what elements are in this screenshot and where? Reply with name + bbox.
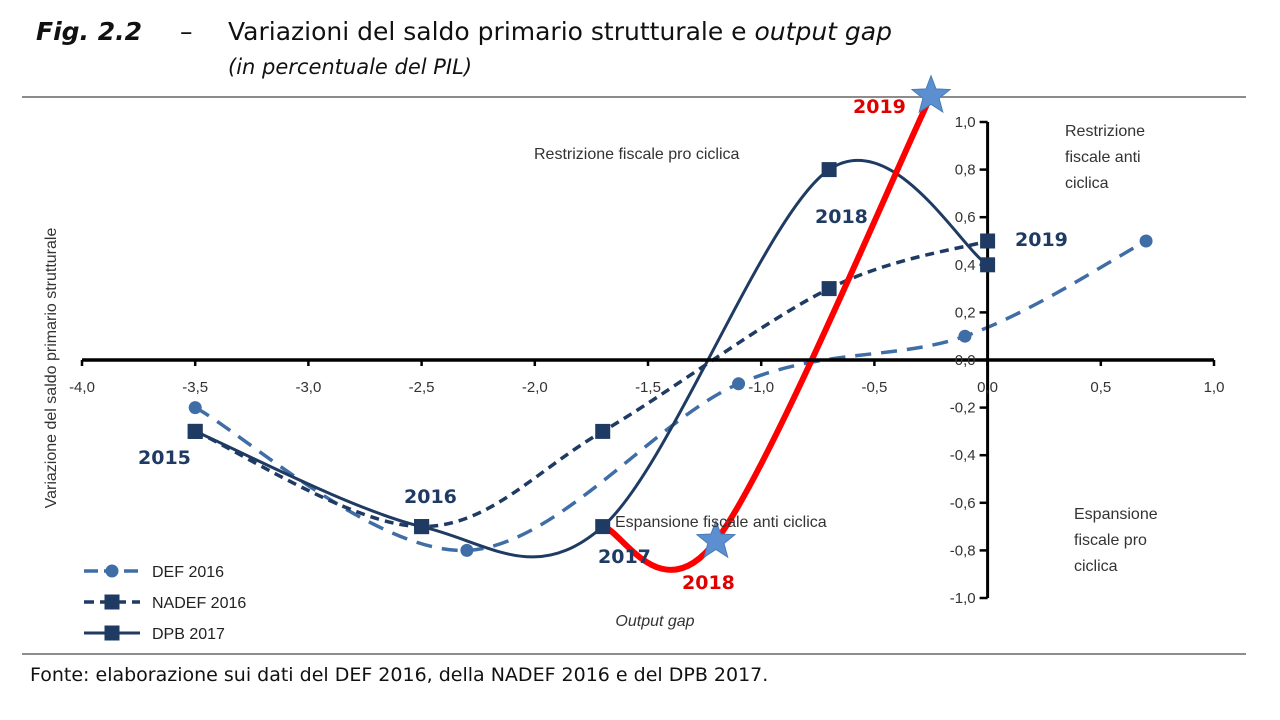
labels-layer: Variazione del saldo primario struttural… [43,96,1162,630]
legend: DEF 2016 NADEF 2016 DPB 2017 [84,564,246,643]
year-label-2019: 2019 [1015,229,1068,251]
series-line-dpb-2017 [194,159,989,559]
y-tick-label: 0,8 [955,162,976,179]
year-label-2016: 2016 [404,486,457,508]
x-tick-label: -4,0 [69,379,95,396]
quadrant-label-bottom-right-line1: Espansione [1074,506,1158,523]
quadrant-label-bottom-right-line2: fiscale pro [1074,532,1147,549]
top-rule [22,96,1246,98]
quadrant-label-top-right-line1: Restrizione [1065,123,1145,140]
y-tick-label: -0,6 [950,495,976,512]
year-label-2018: 2018 [815,206,868,228]
y-tick-label: -0,2 [950,400,976,417]
figure-subtitle: (in percentuale del PIL) [228,55,473,79]
data-point-nadef-2016 [980,233,996,249]
x-tick-label: -0,5 [861,379,887,396]
x-tick-label: -1,5 [635,379,661,396]
x-axis-title: Output gap [615,613,694,630]
data-point-dpb-2017 [595,519,611,535]
data-point-nadef-2016 [595,423,611,439]
source-note: Fonte: elaborazione sui dati del DEF 201… [30,664,769,686]
data-point-nadef-2016 [821,281,837,297]
quadrant-label-bottom-right-line3: ciclica [1074,558,1118,575]
x-tick-label: 0,0 [977,379,998,396]
y-tick-label: -1,0 [950,590,976,607]
data-point-def-2016 [958,329,972,343]
data-point-dpb-2017 [187,423,203,439]
x-tick-label: -3,5 [182,379,208,396]
legend-label-def-2016: DEF 2016 [152,564,224,581]
figure-title-italic: output gap [754,17,892,46]
figure-title-main: Variazioni del saldo primario struttural… [228,17,755,46]
data-point-def-2016 [460,543,474,557]
legend-marker-nadef-2016 [104,594,120,610]
legend-label-nadef-2016: NADEF 2016 [152,595,246,612]
year-label-2015: 2015 [138,447,191,469]
quadrant-label-bottom-right: Espansione fiscale pro ciclica [1074,506,1162,575]
y-tick-label: -0,8 [950,542,976,559]
data-point-def-2016 [732,377,746,391]
y-tick-label: 0,2 [955,304,976,321]
quadrant-label-top-right-line2: fiscale anti [1065,149,1141,166]
quadrant-label-bottom-left: Espansione fiscale anti ciclica [615,514,827,531]
star-marker-annotazione-rosso [910,74,952,114]
data-point-def-2016 [1139,234,1153,248]
series-line-annotazione-rosso [599,92,934,573]
quadrant-label-top-right-line3: ciclica [1065,175,1109,192]
star-marker-annotazione-rosso [695,519,737,559]
figure-label: Fig. 2.2 [36,17,143,46]
y-tick-label: 0,4 [955,257,976,274]
axes-layer: -4,0 -3,5 -3,0 -2,5 -2,0 -1,5 -1,0 -0,5 0,0 0,5 1,… [69,114,1224,607]
x-tick-label: -2,5 [409,379,435,396]
y-tick-label: 1,0 [955,114,976,131]
figure-title: Variazioni del saldo primario struttural… [228,17,892,46]
x-tick-label: -1,0 [748,379,774,396]
y-tick-label: -0,4 [950,447,976,464]
year-label-2018-red: 2018 [682,572,735,594]
series-layer [194,92,1147,573]
y-tick-label: 0,0 [955,352,976,369]
legend-marker-def-2016 [105,564,119,578]
x-tick-label: 0,5 [1090,379,1111,396]
quadrant-label-top-right: Restrizione fiscale anti ciclica [1065,123,1149,192]
legend-label-dpb-2017: DPB 2017 [152,626,225,643]
data-point-def-2016 [188,401,202,415]
markers-layer [187,74,1153,559]
quadrant-label-top-left: Restrizione fiscale pro ciclica [534,146,740,163]
series-line-def-2016 [194,239,1147,553]
x-tick-label: 1,0 [1204,379,1225,396]
data-point-dpb-2017 [980,257,996,273]
year-label-2019-red: 2019 [853,96,906,118]
figure-dash: – [180,17,193,46]
data-point-dpb-2017 [821,162,837,178]
y-axis-title: Variazione del saldo primario struttural… [43,228,60,509]
legend-marker-dpb-2017 [104,625,120,641]
year-label-2017: 2017 [598,546,651,568]
bottom-rule [22,653,1246,655]
x-tick-label: -3,0 [295,379,321,396]
y-tick-label: 0,6 [955,209,976,226]
data-point-dpb-2017 [414,519,430,535]
x-tick-label: -2,0 [522,379,548,396]
